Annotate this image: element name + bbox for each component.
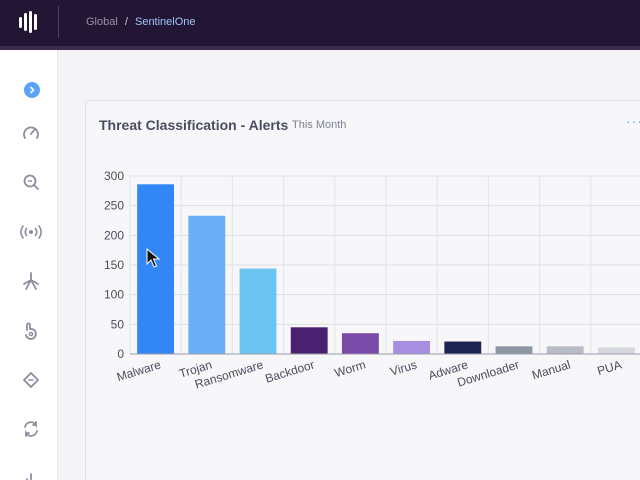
bar-chart-icon bbox=[26, 473, 32, 480]
x-tick-label: Backdoor bbox=[263, 357, 316, 385]
bar-adware[interactable] bbox=[444, 341, 482, 354]
x-tick-label: Malware bbox=[115, 357, 163, 384]
bar-pua[interactable] bbox=[597, 347, 635, 354]
bar-malware[interactable] bbox=[137, 184, 175, 354]
dashboard-gauge-icon bbox=[23, 126, 39, 139]
sidebar-item-tags[interactable] bbox=[20, 369, 42, 391]
broadcast-icon bbox=[20, 224, 42, 240]
y-tick-label: 150 bbox=[104, 258, 124, 272]
bar-downloader[interactable] bbox=[495, 346, 533, 354]
x-tick-label: Worm bbox=[333, 357, 367, 380]
sidebar bbox=[0, 50, 58, 480]
y-tick-label: 50 bbox=[111, 317, 125, 331]
sidebar-item-dashboard[interactable] bbox=[20, 122, 42, 144]
bar-ransomware[interactable] bbox=[239, 268, 277, 354]
card-period: This Month bbox=[292, 119, 347, 131]
x-tick-label: Manual bbox=[530, 357, 572, 382]
breadcrumb: Global / SentinelOne bbox=[86, 16, 196, 28]
y-tick-label: 300 bbox=[104, 169, 124, 183]
bar-virus[interactable] bbox=[393, 340, 431, 354]
bar-manual[interactable] bbox=[546, 346, 584, 354]
x-tick-label: PUA bbox=[596, 357, 624, 378]
sidebar-item-sync[interactable] bbox=[20, 418, 42, 440]
tag-icon bbox=[23, 372, 39, 388]
bar-backdoor[interactable] bbox=[290, 327, 328, 354]
hand-icon bbox=[25, 322, 37, 340]
card-title: Threat Classification - Alerts bbox=[99, 117, 289, 133]
top-navigation-bar: Global / SentinelOne bbox=[0, 0, 640, 46]
sidebar-item-activity[interactable] bbox=[20, 270, 42, 292]
x-tick-label: Virus bbox=[388, 357, 418, 378]
breadcrumb-separator: / bbox=[124, 16, 128, 28]
bar-worm[interactable] bbox=[341, 333, 379, 354]
breadcrumb-sentinelone[interactable]: SentinelOne bbox=[134, 16, 196, 28]
sidebar-item-hand[interactable] bbox=[20, 320, 42, 342]
y-tick-label: 250 bbox=[104, 199, 124, 213]
y-tick-label: 100 bbox=[104, 288, 124, 302]
sentinelone-logo-icon[interactable] bbox=[18, 10, 40, 34]
sidebar-item-reports[interactable] bbox=[20, 468, 42, 480]
breadcrumb-global[interactable]: Global bbox=[86, 16, 118, 28]
search-icon bbox=[23, 174, 39, 190]
star-burst-icon bbox=[23, 272, 39, 290]
topbar-underline bbox=[0, 46, 640, 50]
mouse-cursor-icon bbox=[146, 248, 160, 268]
bar-trojan[interactable] bbox=[188, 215, 226, 354]
y-tick-label: 200 bbox=[104, 228, 124, 242]
card-more-menu-icon[interactable]: ··· bbox=[626, 113, 640, 129]
threat-classification-card: Threat Classification - Alerts This Mont… bbox=[85, 100, 640, 480]
sidebar-expand-button[interactable] bbox=[24, 82, 40, 98]
chevron-right-icon bbox=[29, 86, 35, 94]
sync-icon bbox=[24, 421, 38, 437]
y-tick-label: 0 bbox=[117, 347, 124, 361]
sidebar-item-network[interactable] bbox=[20, 221, 42, 243]
sidebar-item-search[interactable] bbox=[20, 171, 42, 193]
topbar-divider bbox=[58, 6, 59, 38]
